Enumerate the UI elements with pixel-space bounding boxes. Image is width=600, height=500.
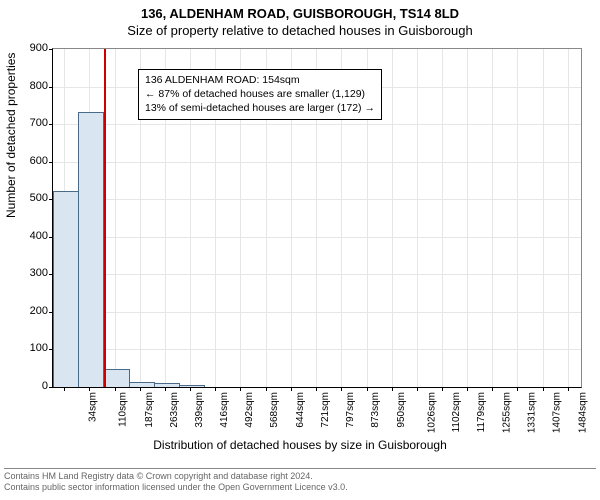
x-tick-label: 1407sqm xyxy=(552,392,563,433)
x-tick-label: 1179sqm xyxy=(476,392,487,432)
x-tick-label: 1026sqm xyxy=(426,392,437,433)
y-tick-label: 0 xyxy=(8,380,48,392)
x-tick-label: 1255sqm xyxy=(502,392,513,433)
gridline-v xyxy=(115,49,116,387)
chart-title-sub: Size of property relative to detached ho… xyxy=(0,21,600,38)
x-tick-mark xyxy=(64,387,65,391)
x-tick-label: 568sqm xyxy=(270,392,281,428)
gridline-v xyxy=(417,49,418,387)
histogram-bar xyxy=(154,383,180,387)
x-tick-label: 263sqm xyxy=(169,392,180,428)
x-tick-label: 1331sqm xyxy=(527,392,538,433)
gridline-h xyxy=(53,237,581,238)
x-tick-mark xyxy=(316,387,317,391)
x-tick-mark xyxy=(240,387,241,391)
x-tick-mark xyxy=(140,387,141,391)
x-tick-mark xyxy=(367,387,368,391)
x-tick-mark xyxy=(467,387,468,391)
histogram-bar xyxy=(103,369,129,387)
x-tick-label: 492sqm xyxy=(244,392,255,428)
x-tick-mark xyxy=(543,387,544,391)
y-tick-label: 100 xyxy=(8,342,48,354)
x-tick-mark xyxy=(165,387,166,391)
gridline-v xyxy=(442,49,443,387)
gridline-v xyxy=(568,49,569,387)
x-tick-mark xyxy=(517,387,518,391)
x-tick-label: 1102sqm xyxy=(451,392,462,432)
x-axis-label: Distribution of detached houses by size … xyxy=(0,438,600,452)
y-tick-label: 300 xyxy=(8,267,48,279)
gridline-v xyxy=(543,49,544,387)
x-tick-mark xyxy=(89,387,90,391)
x-tick-label: 873sqm xyxy=(370,392,381,428)
x-tick-label: 416sqm xyxy=(219,392,230,428)
footer-line-1: Contains HM Land Registry data © Crown c… xyxy=(4,471,596,483)
x-tick-label: 187sqm xyxy=(144,392,155,428)
gridline-v xyxy=(492,49,493,387)
x-tick-mark xyxy=(392,387,393,391)
x-tick-label: 721sqm xyxy=(320,392,331,428)
gridline-h xyxy=(53,124,581,125)
x-tick-label: 797sqm xyxy=(345,392,356,428)
x-tick-label: 950sqm xyxy=(396,392,407,428)
plot-area: 136 ALDENHAM ROAD: 154sqm← 87% of detach… xyxy=(52,48,582,388)
gridline-v xyxy=(392,49,393,387)
histogram-bar xyxy=(129,382,155,387)
y-tick-label: 900 xyxy=(8,42,48,54)
y-tick-label: 600 xyxy=(8,155,48,167)
x-tick-label: 644sqm xyxy=(295,392,306,428)
chart-title-main: 136, ALDENHAM ROAD, GUISBOROUGH, TS14 8L… xyxy=(0,0,600,21)
y-tick-label: 200 xyxy=(8,305,48,317)
info-box-line: 136 ALDENHAM ROAD: 154sqm xyxy=(145,73,375,87)
gridline-h xyxy=(53,312,581,313)
chart-container: Number of detached properties 136 ALDENH… xyxy=(0,38,600,458)
histogram-bar xyxy=(53,191,79,387)
x-tick-mark xyxy=(492,387,493,391)
x-tick-mark xyxy=(341,387,342,391)
x-tick-mark xyxy=(190,387,191,391)
x-tick-mark xyxy=(291,387,292,391)
info-box-line: ← 87% of detached houses are smaller (1,… xyxy=(145,87,375,101)
property-marker-line xyxy=(104,49,106,387)
info-box-line: 13% of semi-detached houses are larger (… xyxy=(145,101,375,115)
x-tick-mark xyxy=(568,387,569,391)
x-tick-label: 339sqm xyxy=(194,392,205,428)
y-tick-mark xyxy=(49,387,53,388)
y-tick-label: 800 xyxy=(8,80,48,92)
gridline-h xyxy=(53,199,581,200)
footer-line-2: Contains public sector information licen… xyxy=(4,482,596,494)
x-tick-label: 34sqm xyxy=(88,392,99,422)
y-tick-mark xyxy=(49,49,53,50)
y-tick-mark xyxy=(49,162,53,163)
gridline-h xyxy=(53,162,581,163)
histogram-bar xyxy=(179,385,205,388)
x-tick-mark xyxy=(442,387,443,391)
gridline-h xyxy=(53,274,581,275)
y-tick-label: 400 xyxy=(8,230,48,242)
y-tick-label: 500 xyxy=(8,192,48,204)
gridline-v xyxy=(517,49,518,387)
y-tick-label: 700 xyxy=(8,117,48,129)
x-tick-mark xyxy=(115,387,116,391)
histogram-bar xyxy=(78,112,104,387)
footer-divider xyxy=(4,468,596,469)
footer: Contains HM Land Registry data © Crown c… xyxy=(4,468,596,494)
y-tick-mark xyxy=(49,124,53,125)
gridline-v xyxy=(467,49,468,387)
x-tick-label: 110sqm xyxy=(118,392,129,427)
gridline-h xyxy=(53,349,581,350)
x-tick-label: 1484sqm xyxy=(577,392,588,433)
info-box: 136 ALDENHAM ROAD: 154sqm← 87% of detach… xyxy=(138,69,382,120)
y-tick-mark xyxy=(49,87,53,88)
x-tick-mark xyxy=(266,387,267,391)
x-tick-mark xyxy=(417,387,418,391)
x-tick-mark xyxy=(215,387,216,391)
